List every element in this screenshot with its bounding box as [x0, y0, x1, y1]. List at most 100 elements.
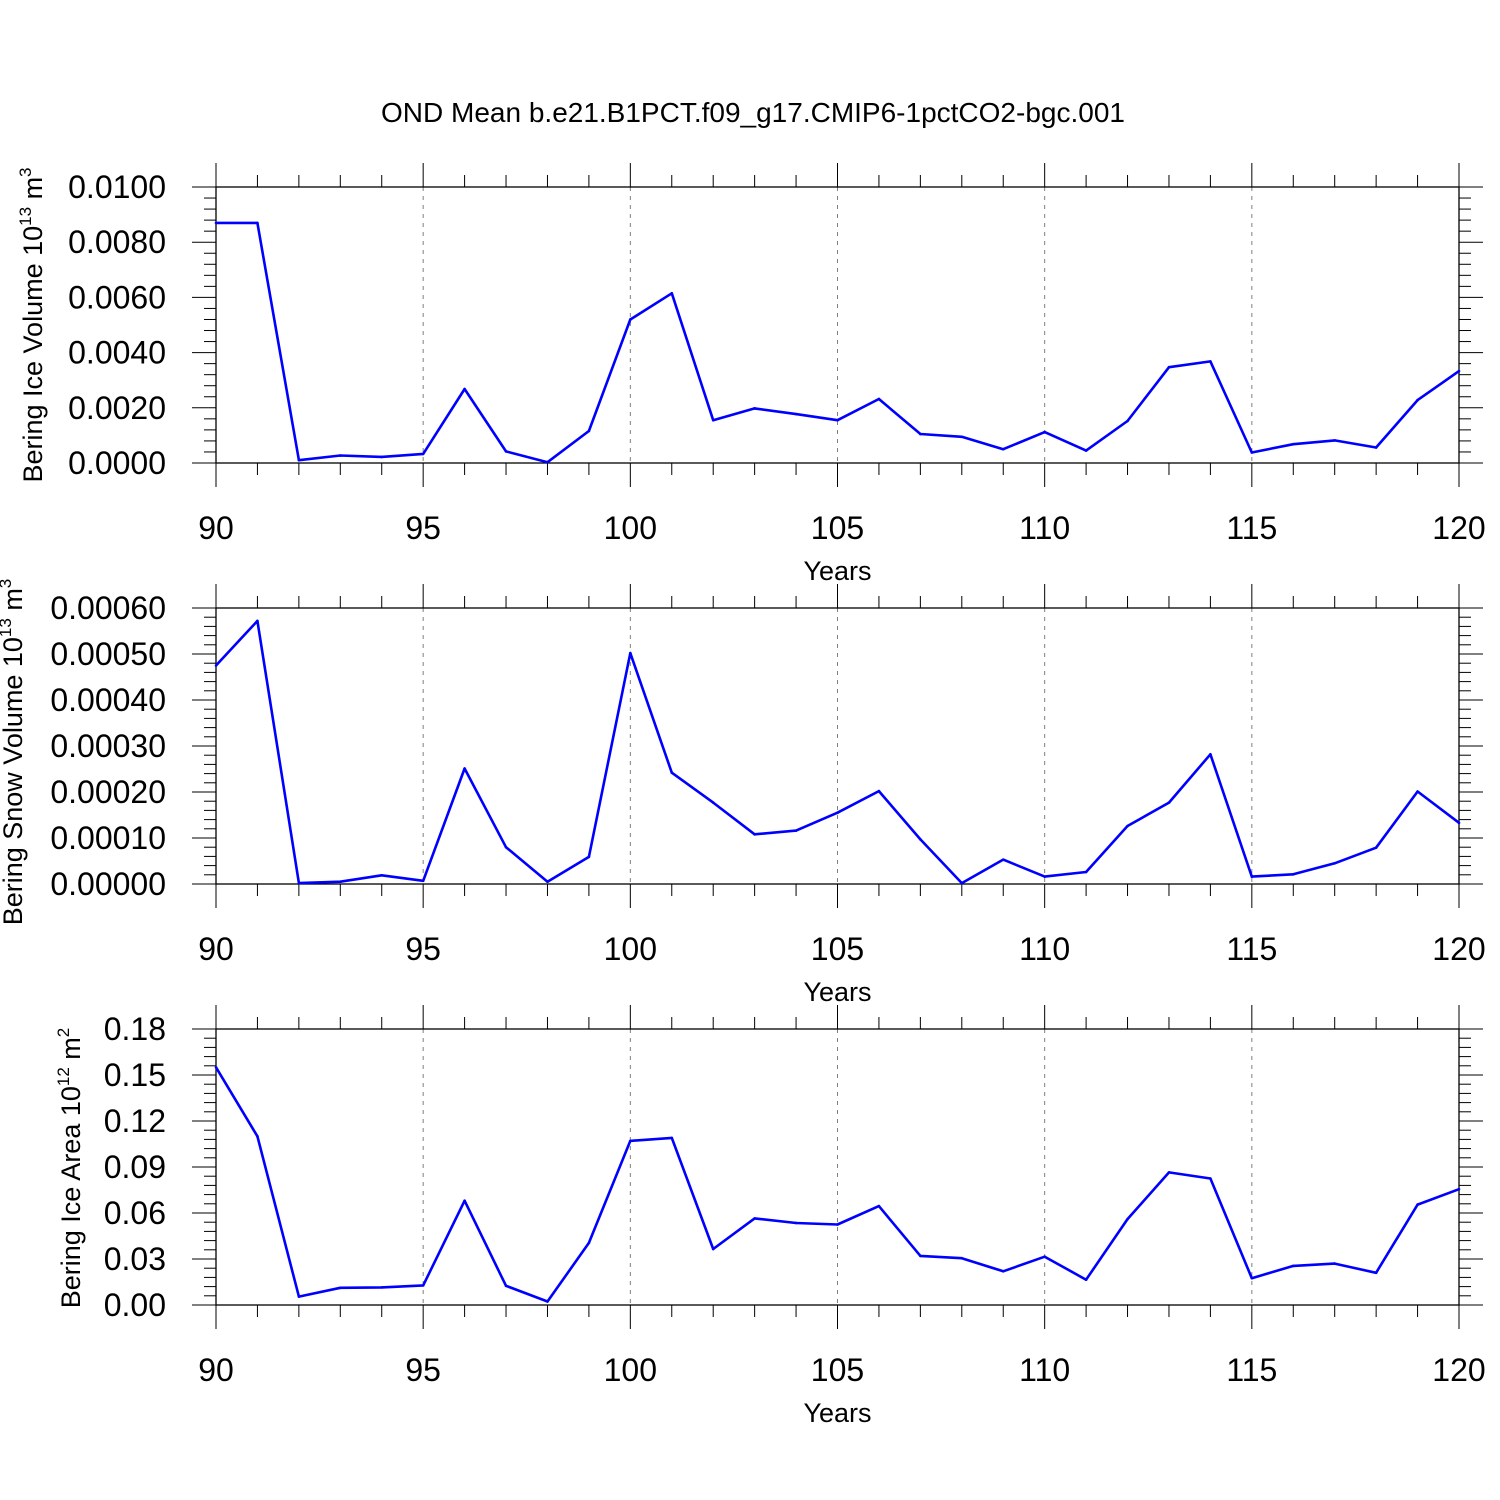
data-point — [1416, 398, 1419, 402]
data-point — [504, 450, 508, 453]
figure-title: OND Mean b.e21.B1PCT.f09_g17.CMIP6-1pctC… — [381, 97, 1125, 128]
x-tick-label: 100 — [604, 510, 657, 546]
data-point — [753, 1217, 756, 1220]
y-tick-label: 0.00050 — [50, 636, 166, 672]
y-axis-title-unit: m — [18, 177, 48, 207]
y-axis-title: Bering Snow Volume 1013 m3 — [0, 579, 28, 926]
data-point — [629, 1139, 632, 1143]
data-point — [214, 1066, 218, 1069]
x-tick-label: 110 — [1019, 931, 1070, 967]
y-axis-title-unit: m — [0, 588, 28, 618]
y-tick-label: 0.00020 — [50, 774, 166, 810]
y-tick-label: 0.00000 — [50, 866, 166, 902]
data-point — [794, 829, 798, 832]
data-point — [877, 397, 881, 401]
data-point — [1457, 1187, 1461, 1191]
data-point — [1209, 752, 1212, 756]
y-tick-label: 0.0020 — [68, 390, 166, 426]
data-point — [1250, 875, 1254, 878]
data-point — [1416, 790, 1419, 793]
data-point — [504, 1284, 508, 1288]
data-point — [1126, 419, 1129, 423]
x-tick-label: 105 — [811, 931, 864, 967]
data-point — [380, 873, 384, 877]
data-point — [753, 833, 756, 836]
x-tick-label: 95 — [405, 510, 441, 546]
data-point — [1043, 430, 1046, 434]
data-point — [1043, 1255, 1046, 1258]
data-point — [297, 1295, 301, 1298]
x-tick-label: 115 — [1226, 1352, 1277, 1388]
data-point — [463, 387, 466, 391]
data-point — [1126, 1217, 1129, 1221]
data-point — [1001, 447, 1005, 451]
data-point — [1167, 1171, 1171, 1174]
data-point — [711, 801, 715, 804]
data-point — [546, 1300, 549, 1303]
snow-volume-panel: 90 95 100 105 110 115 120 Years 0.00000 0.00010 0.… — [0, 579, 1486, 1007]
data-point — [1333, 862, 1336, 865]
y-axis-title-unit-exponent: 2 — [54, 1028, 73, 1037]
data-point — [339, 454, 342, 457]
data-point — [836, 418, 839, 422]
ice-volume-panel: 90 95 100 105 110 115 120 Years 0.0000 0.0020 0.00… — [16, 163, 1486, 586]
data-point — [214, 664, 218, 667]
x-tick-label: 110 — [1019, 1352, 1070, 1388]
data-point — [1126, 824, 1129, 828]
data-point — [1291, 1264, 1295, 1268]
data-point — [919, 838, 922, 841]
y-tick-label: 0.00 — [104, 1287, 166, 1323]
y-axis-title-exponent: 13 — [0, 618, 15, 637]
x-tick-label: 105 — [811, 1352, 864, 1388]
data-point — [629, 651, 632, 655]
data-point — [1250, 451, 1254, 454]
data-point — [794, 412, 798, 416]
data-point — [1001, 858, 1005, 861]
data-point — [1291, 442, 1295, 446]
y-tick-label: 0.06 — [104, 1195, 166, 1231]
data-point — [380, 455, 384, 459]
y-tick-label: 0.03 — [104, 1241, 166, 1277]
data-point — [753, 407, 756, 410]
y-tick-label: 0.0100 — [68, 169, 166, 205]
x-tick-label: 115 — [1226, 510, 1277, 546]
x-tick-label: 115 — [1226, 931, 1277, 967]
data-point — [1043, 875, 1046, 878]
data-point — [421, 879, 425, 883]
data-point — [504, 845, 508, 849]
x-tick-label: 105 — [811, 510, 864, 546]
data-point — [919, 432, 922, 436]
y-tick-label: 0.18 — [104, 1011, 166, 1047]
data-point — [1084, 449, 1088, 452]
data-point — [836, 1223, 839, 1226]
y-axis-title-unit-exponent: 3 — [0, 579, 15, 588]
y-axis-title-exponent: 12 — [54, 1067, 73, 1086]
data-point — [421, 1284, 425, 1287]
x-axis-title: Years — [803, 977, 871, 1007]
y-tick-label: 0.12 — [104, 1103, 166, 1139]
data-point — [256, 1135, 259, 1138]
y-tick-label: 0.15 — [104, 1057, 166, 1093]
y-axis-title-main: Bering Ice Volume 10 — [18, 226, 48, 483]
y-tick-label: 0.00040 — [50, 682, 166, 718]
data-point — [670, 1136, 674, 1140]
data-point — [670, 291, 674, 295]
data-point — [339, 880, 342, 883]
data-point — [1167, 365, 1171, 369]
x-tick-label: 95 — [405, 1352, 441, 1388]
y-axis-title-unit-exponent: 3 — [16, 167, 35, 176]
data-point — [711, 1247, 715, 1251]
x-tick-label: 90 — [198, 510, 234, 546]
data-point — [960, 1256, 964, 1260]
data-point — [1374, 846, 1378, 849]
y-axis-title: Bering Ice Area 1012 m2 — [54, 1028, 86, 1309]
data-point — [587, 855, 591, 859]
y-tick-label: 0.00030 — [50, 728, 166, 764]
y-axis-title-exponent: 13 — [16, 207, 35, 226]
y-tick-label: 0.0000 — [68, 445, 166, 481]
data-point — [421, 452, 425, 456]
data-point — [587, 429, 591, 433]
data-point — [587, 1241, 591, 1245]
data-point — [1167, 801, 1171, 804]
